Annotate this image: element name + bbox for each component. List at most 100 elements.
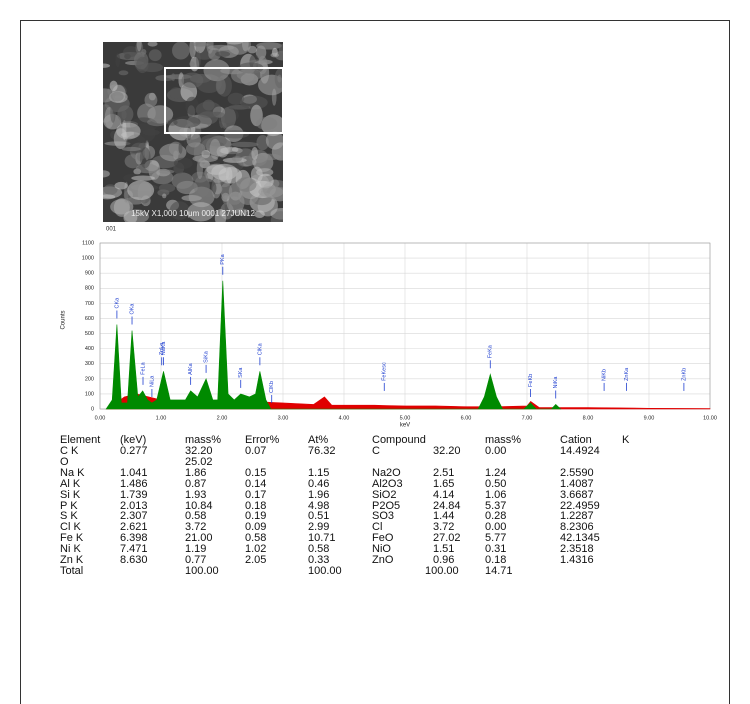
peak-label: ZnKa: [624, 367, 630, 381]
sem-grain: [279, 44, 285, 54]
table-cell: 0.17: [245, 490, 266, 501]
x-tick-label: 5.00: [400, 415, 411, 421]
chart-title: 001: [106, 227, 117, 233]
table-cell: 3.6687: [560, 490, 594, 501]
sem-grain: [172, 41, 190, 59]
sem-grain: [159, 170, 175, 174]
peak-label: NiKb: [602, 369, 608, 381]
table-cell: 76.32: [308, 446, 336, 457]
table-cell: 1.93: [185, 490, 206, 501]
sem-grain: [257, 154, 281, 161]
peak-label: CKa: [114, 297, 120, 309]
sem-grain: [186, 142, 205, 155]
sem-grain: [170, 87, 183, 99]
x-axis-label: keV: [400, 423, 410, 429]
peak-label: AlKa: [188, 362, 194, 375]
table-cell: 100.00: [425, 566, 459, 577]
sem-grain: [196, 102, 222, 118]
table-cell: 32.20: [433, 446, 461, 457]
sem-grain: [110, 81, 118, 92]
x-tick-label: 8.00: [583, 415, 594, 421]
sem-grain: [127, 181, 154, 201]
y-tick-label: 700: [85, 301, 94, 307]
sem-grain: [226, 40, 243, 45]
sem-grain: [110, 103, 115, 123]
peak-label: FeKesc: [382, 362, 388, 381]
x-tick-label: 10.00: [703, 415, 717, 421]
sem-grain: [223, 123, 227, 129]
table-cell: 100.00: [185, 566, 219, 577]
peak-label: ClKb: [269, 381, 275, 393]
table-cell: Si K: [60, 490, 80, 501]
y-tick-label: 900: [85, 271, 94, 277]
sem-grain: [251, 147, 258, 160]
sem-grain: [221, 130, 249, 139]
sem-grain: [242, 36, 249, 51]
peak-label: ClKa: [257, 342, 263, 355]
table-cell: 0.00: [485, 446, 506, 457]
sem-grain: [145, 93, 158, 107]
sem-grain: [162, 194, 166, 199]
sem-grain: [231, 142, 259, 147]
sem-grain: [99, 194, 115, 199]
y-tick-label: 200: [85, 376, 94, 382]
sem-grain: [172, 172, 194, 188]
y-tick-label: 1100: [82, 240, 94, 246]
peak-label: SKa: [238, 367, 244, 378]
sem-grain: [148, 41, 158, 46]
sem-grain: [254, 210, 265, 218]
table-cell: ZnO: [372, 555, 393, 566]
y-tick-label: 300: [85, 361, 94, 367]
sem-grain: [159, 184, 175, 193]
sem-grain: [96, 170, 110, 177]
table-cell: 1.06: [485, 490, 506, 501]
sem-grain: [256, 117, 277, 130]
sem-grain: [181, 72, 203, 88]
x-tick-label: 7.00: [522, 415, 533, 421]
peak-label: ZnKb: [681, 368, 687, 381]
sem-grain: [115, 53, 120, 67]
sem-grain: [122, 147, 141, 151]
sem-grain: [270, 53, 278, 58]
sem-grain: [174, 158, 193, 169]
x-tick-label: 6.00: [461, 415, 472, 421]
sem-grain: [137, 35, 142, 51]
peak-label: NaKa: [161, 341, 167, 356]
sem-grain: [197, 159, 203, 179]
y-tick-label: 500: [85, 331, 94, 337]
sem-grain: [220, 183, 232, 199]
sem-grain: [117, 105, 133, 123]
sem-grain: [189, 61, 195, 66]
x-tick-label: 0.00: [95, 415, 106, 421]
table-cell: 1.739: [120, 490, 148, 501]
y-tick-label: 600: [85, 316, 94, 322]
sem-grain: [173, 116, 200, 128]
sem-grain: [257, 174, 273, 189]
x-tick-label: 3.00: [278, 415, 289, 421]
table-cell: SiO2: [372, 490, 396, 501]
table-cell: 14.71: [485, 566, 513, 577]
sem-grain: [237, 69, 263, 81]
x-tick-label: 9.00: [644, 415, 655, 421]
sem-grain: [119, 70, 129, 75]
x-tick-label: 2.00: [217, 415, 228, 421]
table-cell: C: [372, 446, 380, 457]
sem-grain: [228, 105, 249, 111]
y-tick-label: 0: [91, 406, 94, 412]
sem-grain: [232, 156, 242, 162]
x-tick-label: 4.00: [339, 415, 350, 421]
spectrum-area: [106, 281, 560, 409]
x-tick-label: 1.00: [156, 415, 167, 421]
sem-grain: [256, 42, 282, 49]
peak-label: FeKa: [488, 344, 494, 358]
y-axis-label: Counts: [61, 310, 67, 329]
sem-grain: [114, 182, 127, 190]
sem-grain: [96, 64, 110, 68]
sem-grain: [136, 57, 148, 73]
sem-grain: [116, 123, 141, 140]
sem-grain: [111, 92, 124, 102]
sem-grain: [196, 51, 201, 69]
sem-grain: [216, 78, 226, 95]
sem-grain: [210, 139, 221, 159]
sem-grain: [179, 127, 191, 137]
